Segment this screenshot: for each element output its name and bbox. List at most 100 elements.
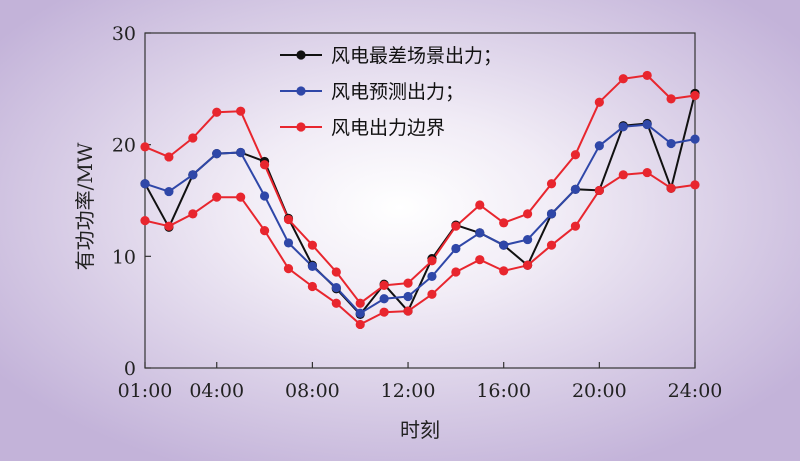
legend: 风电最差场景出力； 风电预测出力； 风电出力边界 — [280, 45, 502, 139]
data-point — [283, 238, 294, 248]
data-point — [523, 260, 533, 270]
data-point — [403, 278, 413, 288]
data-point — [594, 97, 604, 107]
data-point — [307, 281, 317, 292]
x-tick-label: 12:00 — [381, 380, 436, 402]
legend-label: 风电预测出力； — [331, 81, 464, 103]
data-point — [164, 152, 174, 162]
data-point — [427, 289, 437, 299]
data-point — [475, 228, 485, 238]
data-point — [355, 308, 365, 318]
x-axis-title: 时刻 — [400, 418, 440, 442]
data-point — [594, 141, 604, 151]
data-point — [666, 94, 676, 104]
data-point — [164, 186, 174, 197]
data-point — [259, 191, 270, 201]
data-point — [475, 200, 485, 210]
data-point — [642, 70, 652, 81]
data-point — [523, 209, 533, 219]
data-point — [379, 280, 389, 290]
data-point — [427, 256, 437, 266]
data-point — [690, 180, 700, 190]
x-tick-label: 01:00 — [118, 380, 173, 402]
data-point — [259, 160, 270, 170]
data-point — [283, 264, 294, 274]
data-point — [403, 291, 413, 302]
data-point — [570, 150, 581, 160]
data-point — [188, 133, 198, 143]
data-point — [259, 226, 270, 236]
data-point — [212, 192, 222, 202]
data-point — [307, 261, 317, 271]
x-tick-label: 24:00 — [668, 380, 723, 402]
data-point — [331, 283, 341, 293]
tick-marks: 01:00 04:00 08:00 12:00 16:00 20:00 24:00 0 10 20… — [112, 23, 723, 402]
data-point — [403, 306, 413, 316]
data-point — [140, 179, 150, 189]
data-point — [618, 74, 628, 84]
y-tick-label: 10 — [112, 246, 136, 268]
data-point — [642, 119, 652, 130]
data-point — [236, 106, 246, 116]
data-point — [379, 294, 389, 304]
data-point — [570, 221, 581, 231]
data-point — [666, 138, 676, 149]
data-point — [499, 218, 509, 228]
data-point — [690, 134, 700, 144]
data-point — [212, 149, 222, 159]
data-point — [307, 240, 317, 250]
data-point — [499, 240, 509, 250]
data-point — [451, 243, 461, 254]
plot-frame — [144, 32, 696, 369]
data-point — [618, 170, 628, 180]
data-point — [546, 240, 557, 250]
data-point — [236, 147, 246, 158]
y-tick-label: 20 — [112, 135, 136, 157]
data-point — [164, 221, 174, 231]
data-point — [475, 255, 485, 265]
data-point — [331, 298, 341, 308]
data-point — [188, 170, 198, 180]
x-tick-label: 20:00 — [572, 380, 627, 402]
data-point — [666, 183, 676, 193]
data-point — [618, 122, 628, 132]
x-tick-label: 04:00 — [189, 380, 244, 402]
data-point — [642, 167, 652, 178]
axes — [144, 32, 696, 369]
y-axis-title: 有功功率/MW — [73, 142, 97, 270]
data-point — [212, 107, 222, 117]
series-line-3 — [144, 171, 696, 326]
legend-marker — [296, 122, 306, 132]
x-tick-label: 08:00 — [285, 380, 340, 402]
data-point — [379, 307, 389, 317]
data-point — [188, 209, 198, 219]
data-point — [236, 192, 246, 202]
series-points — [140, 70, 700, 330]
data-point — [546, 179, 557, 189]
series-lines — [144, 74, 696, 326]
data-point — [570, 184, 581, 194]
data-point — [499, 266, 509, 276]
legend-marker — [296, 50, 306, 60]
data-point — [451, 267, 461, 277]
y-tick-label: 30 — [112, 23, 136, 45]
data-point — [451, 221, 461, 231]
data-point — [140, 142, 150, 152]
y-tick-label: 0 — [124, 358, 136, 380]
legend-label: 风电出力边界 — [331, 117, 445, 139]
data-point — [523, 234, 533, 245]
data-point — [355, 298, 365, 308]
series-line-2 — [144, 74, 696, 305]
data-point — [355, 319, 365, 330]
x-tick-label: 16:00 — [476, 380, 531, 402]
data-point — [283, 214, 294, 225]
data-point — [427, 271, 437, 282]
data-point — [331, 267, 341, 277]
data-point — [690, 90, 700, 101]
data-point — [546, 209, 557, 219]
data-point — [594, 185, 604, 196]
data-point — [140, 216, 150, 226]
legend-label: 风电最差场景出力； — [331, 45, 502, 67]
